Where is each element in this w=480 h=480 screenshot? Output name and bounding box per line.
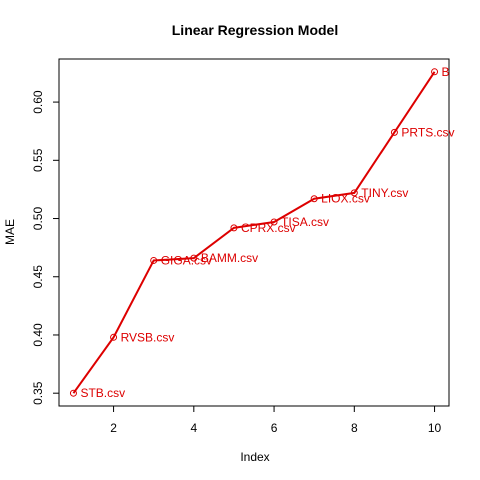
data-point-label: RVSB.csv (121, 330, 175, 344)
y-tick-label: 0.55 (31, 148, 45, 172)
data-point-label: CPRX.csv (241, 221, 296, 235)
data-point-label: STB.csv (80, 386, 125, 400)
y-tick-label: 0.45 (31, 265, 45, 289)
data-point (110, 333, 118, 341)
x-tick-label: 4 (190, 421, 197, 435)
data-point-label: B (442, 65, 450, 79)
x-tick-label: 8 (351, 421, 358, 435)
y-tick-label: 0.50 (31, 207, 45, 231)
x-tick-label: 6 (271, 421, 278, 435)
data-points (69, 68, 439, 397)
data-point-label: BAMM.csv (201, 251, 258, 265)
y-tick-label: 0.40 (31, 323, 45, 347)
data-point-label: GIGA.csv (161, 253, 212, 267)
y-axis: 0.35 0.40 0.45 0.50 0.55 0.60 (31, 90, 60, 405)
y-tick-label: 0.60 (31, 90, 45, 114)
data-point (310, 195, 318, 203)
data-point-label: LIOX.csv (321, 192, 370, 206)
x-tick-label: 10 (428, 421, 442, 435)
y-tick-label: 0.35 (31, 381, 45, 405)
x-tick-label: 2 (110, 421, 117, 435)
data-point (350, 189, 358, 197)
chart-title: Linear Regression Model (172, 22, 338, 38)
x-axis: 2 4 6 8 10 (110, 405, 442, 435)
data-point (270, 218, 278, 226)
y-axis-label: MAE (3, 219, 17, 245)
data-point (150, 256, 158, 264)
data-point-labels: STB.csvRVSB.csvGIGA.csvBAMM.csvCPRX.csvT… (80, 65, 454, 400)
data-point (69, 389, 77, 397)
data-point (190, 254, 198, 262)
data-point-label: TISA.csv (281, 215, 329, 229)
data-point (230, 224, 238, 232)
x-axis-label: Index (240, 450, 269, 464)
series-line (72, 71, 436, 394)
data-point (390, 128, 398, 136)
data-point-label: PRTS.csv (401, 125, 454, 139)
data-point (431, 68, 439, 76)
data-point-label: TINY.csv (361, 186, 408, 200)
